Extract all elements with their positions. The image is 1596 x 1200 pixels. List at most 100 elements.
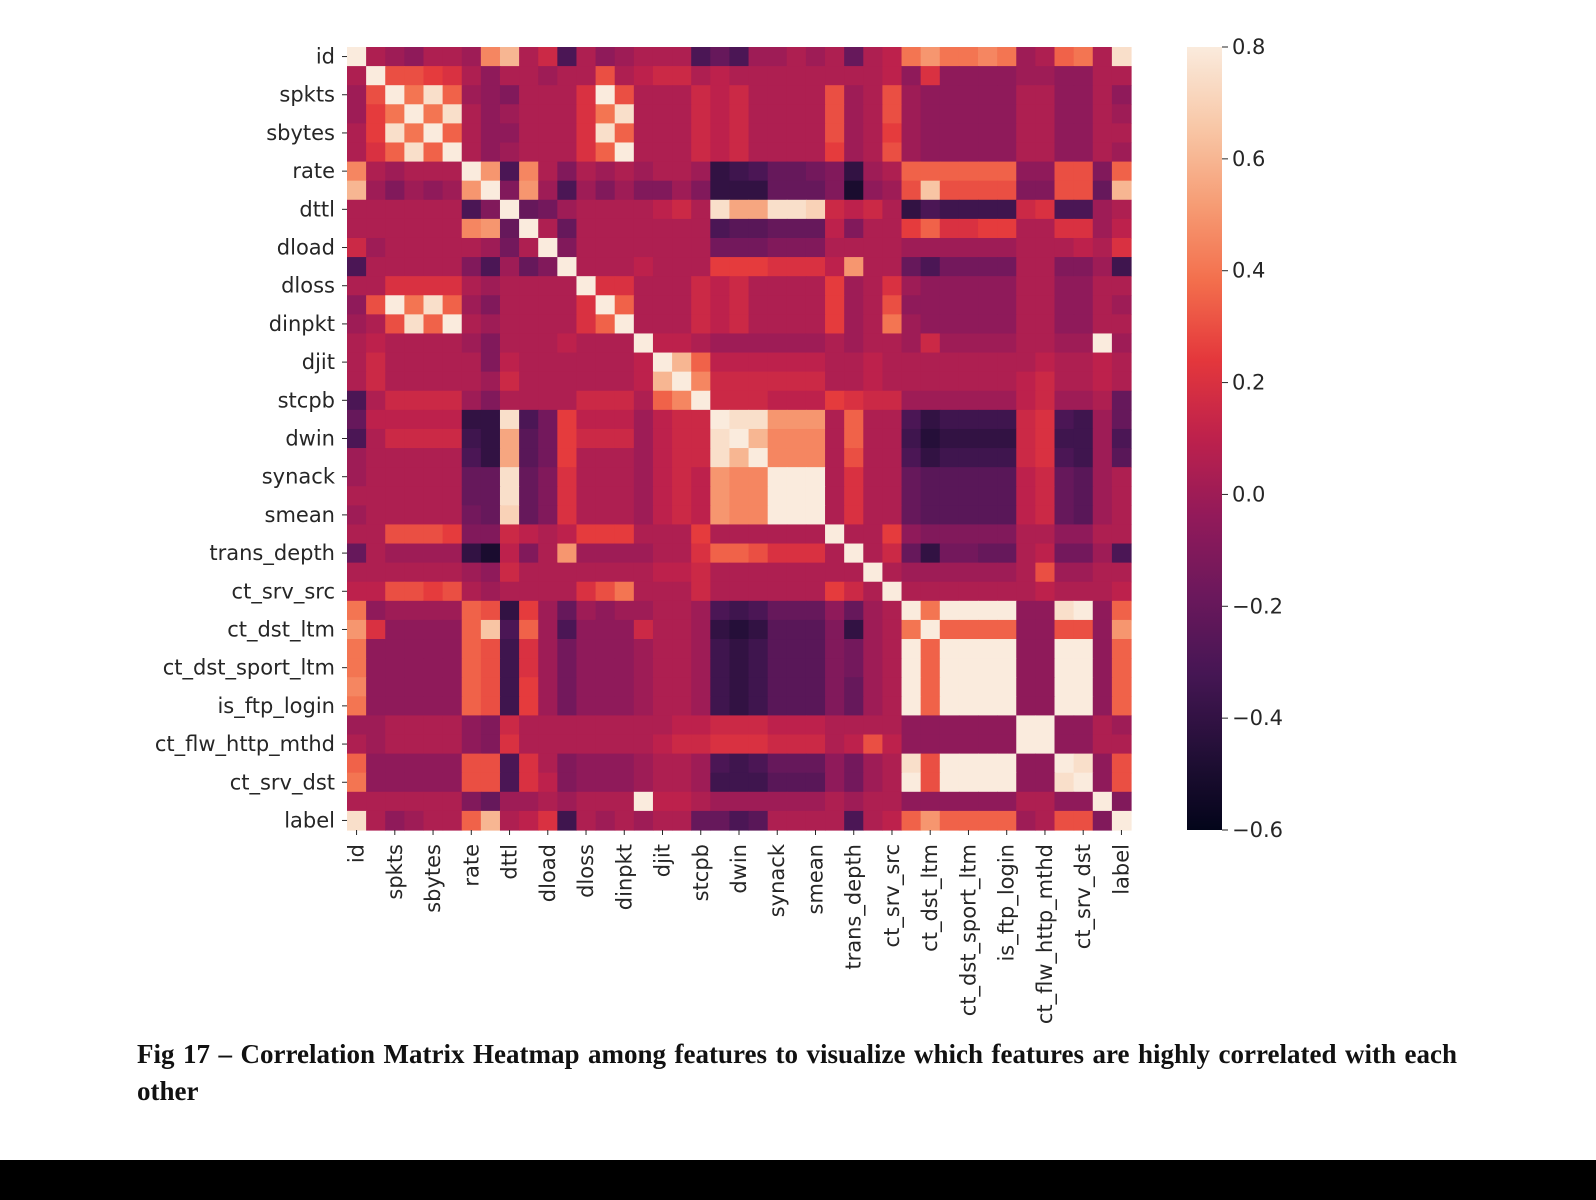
heatmap-cell [499,734,520,755]
heatmap-cell [461,123,482,144]
heatmap-cell [920,66,941,86]
row-tick-label: dinpkt [269,312,335,336]
heatmap-cell [1054,180,1075,201]
heatmap-cell [385,619,405,640]
heatmap-cell [1111,505,1132,526]
heatmap-cell [882,371,903,392]
heatmap-cell [672,104,692,124]
heatmap-cell [633,66,654,86]
heatmap-cell [366,314,386,335]
heatmap-cell [366,619,386,640]
heatmap-cell [1092,448,1113,468]
heatmap-cell [805,276,826,296]
heatmap-cell [461,562,482,583]
heatmap-cell [595,123,616,144]
heatmap-cell [423,696,444,717]
heatmap-cell [672,390,692,411]
heatmap-cell [652,600,673,621]
heatmap-cell [978,600,998,621]
heatmap-cell [1073,715,1094,736]
heatmap-cell [423,543,444,564]
heatmap-cell [729,524,750,545]
heatmap-cell [480,352,501,373]
heatmap-cell [939,257,960,277]
heatmap-cell [404,409,425,430]
heatmap-cell [844,142,864,163]
heatmap-cell [1016,180,1036,201]
heatmap-cell [710,104,731,124]
heatmap-cell [499,562,520,583]
heatmap-cell [576,66,597,86]
heatmap-cell [786,677,807,697]
heatmap-cell [901,581,922,602]
heatmap-cell [595,448,616,468]
heatmap-cell [633,715,654,736]
heatmap-cell [404,428,425,449]
heatmap-cell [997,753,1017,774]
heatmap-cell [958,734,979,755]
heatmap-cell [1073,639,1094,659]
heatmap-cell [1092,696,1113,717]
heatmap-cell [538,104,558,124]
heatmap-cell [461,428,482,449]
heatmap-cell [347,658,367,678]
heatmap-cell [748,543,769,564]
heatmap-cell [538,390,558,411]
heatmap-cell [423,791,444,812]
heatmap-cell [595,715,616,736]
heatmap-cell [729,696,750,717]
heatmap-cell [882,524,903,545]
heatmap-cell [710,524,731,545]
heatmap-cell [958,409,979,430]
heatmap-cell [1054,47,1075,67]
heatmap-cell [1073,486,1094,506]
heatmap-cell [576,123,597,144]
row-tick-label: ct_dst_sport_ltm [163,656,335,681]
heatmap-cell [863,448,884,468]
heatmap-cell [825,524,845,545]
heatmap-cell [767,257,788,277]
heatmap-cell [652,581,673,602]
heatmap-cell [480,333,501,354]
heatmap-cell [786,47,807,67]
heatmap-cell [997,677,1017,697]
heatmap-cell [347,600,367,621]
heatmap-cell [672,791,692,812]
heatmap-cell [844,66,864,86]
heatmap-cell [538,810,558,831]
heatmap-cell [404,218,425,239]
heatmap-cell [519,161,539,182]
heatmap-cell [958,123,979,144]
heatmap-cell [958,524,979,545]
heatmap-cell [652,295,673,315]
heatmap-cell [997,257,1017,277]
heatmap-cell [499,543,520,564]
heatmap-cell [1092,85,1113,105]
heatmap-cell [997,428,1017,449]
heatmap-cell [595,696,616,717]
heatmap-cell [825,562,845,583]
heatmap-cell [1073,161,1094,182]
heatmap-cell [691,486,711,506]
heatmap-cell [1054,486,1075,506]
heatmap-cell [844,581,864,602]
heatmap-cell [385,161,405,182]
heatmap-cell [366,581,386,602]
heatmap-cell [366,505,386,526]
heatmap-cell [958,448,979,468]
heatmap-cell [978,47,998,67]
heatmap-cell [1016,467,1036,487]
heatmap-cell [595,543,616,564]
heatmap-cell [1073,85,1094,105]
heatmap-cell [652,161,673,182]
heatmap-cell [1016,218,1036,239]
heatmap-cell [805,581,826,602]
heatmap-cell [844,104,864,124]
heatmap-cell [882,123,903,144]
heatmap-cell [347,715,367,736]
heatmap-cell [767,352,788,373]
heatmap-cell [805,486,826,506]
heatmap-cell [863,658,884,678]
heatmap-cell [901,371,922,392]
heatmap-cell [901,619,922,640]
